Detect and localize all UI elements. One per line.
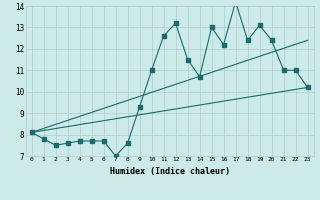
X-axis label: Humidex (Indice chaleur): Humidex (Indice chaleur) <box>109 167 230 176</box>
